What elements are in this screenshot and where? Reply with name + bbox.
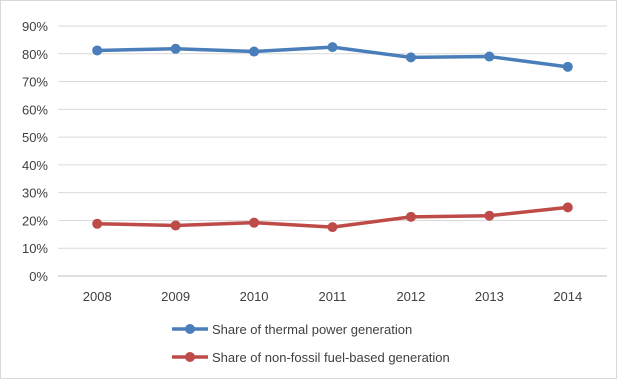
x-tick-label: 2009: [161, 289, 190, 304]
series-2: [92, 202, 573, 233]
data-point: [562, 202, 573, 213]
series-group: [92, 42, 573, 233]
data-point: [170, 43, 181, 54]
data-point: [170, 220, 181, 231]
legend-item: Share of thermal power generation: [172, 322, 412, 337]
x-tick-label: 2012: [396, 289, 425, 304]
x-tick-label: 2013: [475, 289, 504, 304]
y-tick-label: 50%: [22, 130, 48, 145]
data-point: [484, 210, 495, 221]
legend-label: Share of non-fossil fuel-based generatio…: [212, 350, 450, 365]
y-tick-label: 70%: [22, 75, 48, 90]
y-tick-label: 20%: [22, 213, 48, 228]
data-point: [92, 45, 103, 56]
data-point: [249, 46, 260, 57]
x-tick-label: 2008: [83, 289, 112, 304]
y-tick-label: 60%: [22, 102, 48, 117]
gridlines: [58, 25, 607, 277]
x-tick-label: 2010: [240, 289, 269, 304]
data-point: [562, 61, 573, 72]
x-tick-label: 2011: [319, 289, 347, 304]
data-point: [327, 222, 338, 233]
legend-label: Share of thermal power generation: [212, 322, 412, 337]
x-tick-label: 2014: [553, 289, 582, 304]
legend-marker: [185, 324, 195, 334]
legend-item: Share of non-fossil fuel-based generatio…: [172, 350, 450, 365]
data-point: [249, 217, 260, 228]
y-tick-label: 10%: [22, 241, 48, 256]
y-tick-label: 0%: [29, 269, 48, 284]
data-point: [405, 211, 416, 222]
data-point: [327, 42, 338, 53]
data-point: [405, 52, 416, 63]
legend-marker: [185, 352, 195, 362]
series-1: [92, 42, 573, 72]
legend: Share of thermal power generation Share o…: [172, 322, 450, 365]
y-tick-label: 30%: [22, 186, 48, 201]
data-point: [92, 218, 103, 229]
y-tick-label: 80%: [22, 47, 48, 62]
y-tick-label: 40%: [22, 158, 48, 173]
x-axis-tick-labels: 2008 2009 2010 2011 2012 2013 2014: [83, 289, 582, 304]
y-axis-tick-labels: 0% 10% 20% 30% 40% 50% 60% 70% 80% 90%: [22, 19, 48, 284]
y-tick-label: 90%: [22, 19, 48, 34]
data-point: [484, 51, 495, 62]
